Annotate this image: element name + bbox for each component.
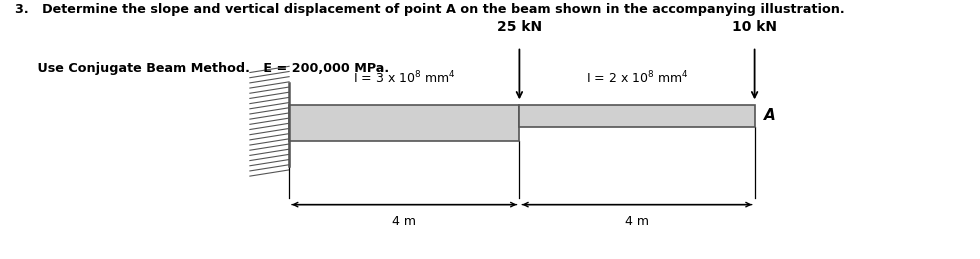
- Text: A: A: [764, 109, 776, 123]
- Text: 4 m: 4 m: [625, 215, 649, 228]
- Text: 3.   Determine the slope and vertical displacement of point A on the beam shown : 3. Determine the slope and vertical disp…: [15, 3, 845, 16]
- Text: Use Conjugate Beam Method.   E = 200,000 MPa.: Use Conjugate Beam Method. E = 200,000 M…: [15, 62, 389, 75]
- Text: 10 kN: 10 kN: [732, 20, 777, 34]
- Bar: [250, 83, 289, 166]
- Text: I = 3 x 10$^{8}$ mm$^{4}$: I = 3 x 10$^{8}$ mm$^{4}$: [353, 70, 456, 87]
- Bar: [519, 105, 755, 127]
- Text: I = 2 x 10$^{8}$ mm$^{4}$: I = 2 x 10$^{8}$ mm$^{4}$: [586, 70, 688, 87]
- Bar: [289, 105, 519, 141]
- Text: 25 kN: 25 kN: [497, 20, 542, 34]
- Text: 4 m: 4 m: [392, 215, 416, 228]
